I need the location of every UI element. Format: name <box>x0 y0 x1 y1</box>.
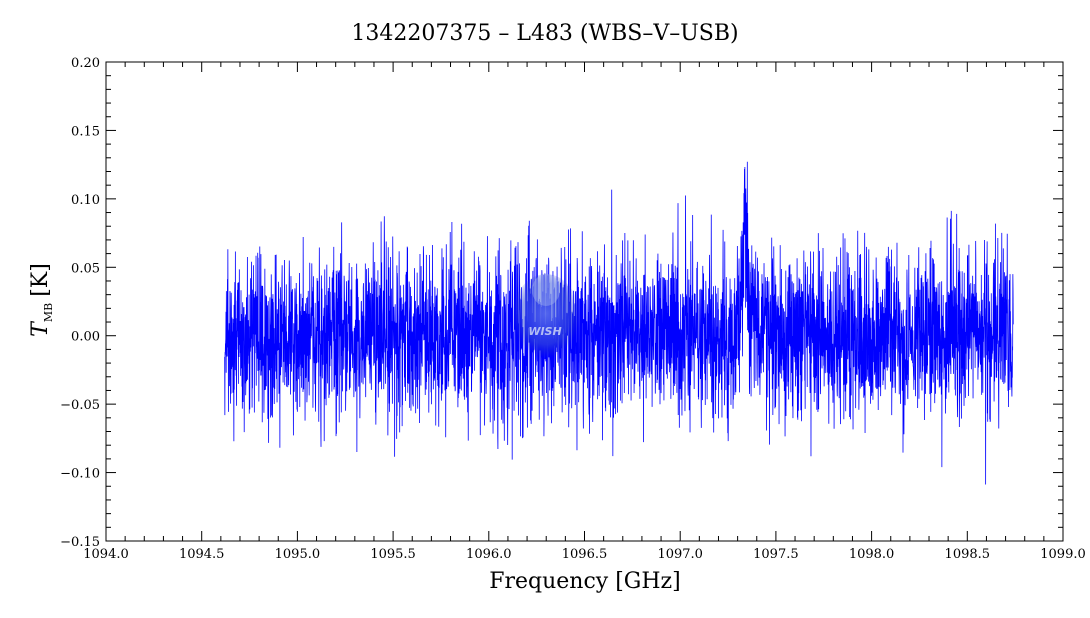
x-tick-label: 1097.5 <box>753 547 799 562</box>
x-tick-label: 1095.5 <box>370 547 416 562</box>
y-tick-label: 0.10 <box>71 193 100 208</box>
spectrum-line <box>224 161 1014 485</box>
x-axis-title: Frequency [GHz] <box>489 569 681 594</box>
x-tick-label: 1095.0 <box>275 547 321 562</box>
y-tick-label: 0.05 <box>71 261 100 276</box>
wish-watermark-text: WISH <box>528 325 561 338</box>
y-tick-label: 0.00 <box>71 330 100 345</box>
x-tick-label: 1098.5 <box>945 547 991 562</box>
y-axis-unit: [K] <box>28 263 53 297</box>
x-tick-label: 1096.0 <box>466 547 512 562</box>
y-tick-label: −0.10 <box>60 467 100 482</box>
x-axis-ticks: 1094.0 1094.5 1095.0 1095.5 1096.0 1096.5 1097… <box>83 62 1086 562</box>
y-axis-ticks: −0.15 −0.10 −0.05 0.00 0.05 0.10 0.15 0.20 <box>60 56 1063 550</box>
y-axis-symbol: T <box>28 320 53 337</box>
y-tick-label: 0.20 <box>71 56 100 71</box>
chart-title: 1342207375 – L483 (WBS–V–USB) <box>351 21 738 46</box>
x-tick-label: 1094.0 <box>83 547 129 562</box>
y-tick-label: −0.05 <box>60 398 100 413</box>
y-axis-subscript: MB <box>42 303 55 322</box>
wish-watermark-logo: WISH <box>512 274 580 362</box>
x-tick-label: 1098.0 <box>849 547 895 562</box>
svg-text:TMB[K]: TMB [K] <box>28 263 55 337</box>
y-axis-title: TMB [K] <box>28 263 55 337</box>
y-tick-label: 0.15 <box>71 124 100 139</box>
x-tick-label: 1094.5 <box>179 547 225 562</box>
x-tick-label: 1096.5 <box>562 547 608 562</box>
x-tick-label: 1097.0 <box>657 547 703 562</box>
y-tick-label: −0.15 <box>60 535 100 550</box>
spectrum-series <box>224 161 1014 485</box>
x-tick-label: 1099.0 <box>1040 547 1086 562</box>
